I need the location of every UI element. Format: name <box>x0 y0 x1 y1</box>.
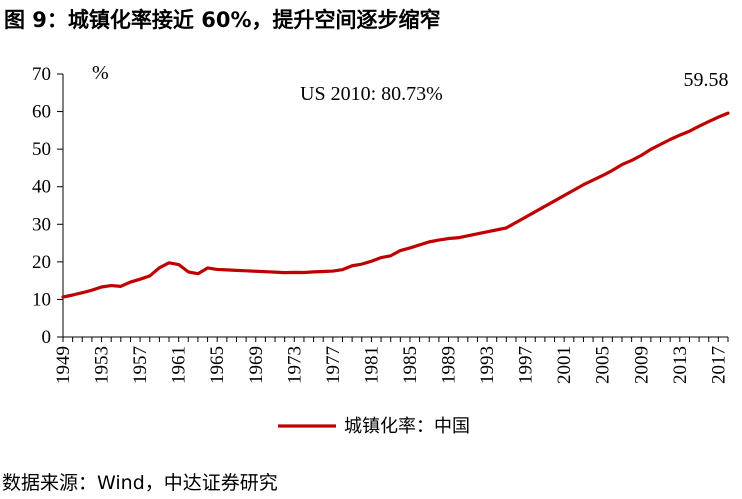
x-tick-label: 1989 <box>439 346 460 384</box>
x-tick-label: 1953 <box>92 346 113 384</box>
y-tick-label: 30 <box>32 214 51 235</box>
x-axis: 1949 1953 1957 1961 1965 1969 1973 1977 1981 1985… <box>53 336 729 384</box>
x-tick-label: 2005 <box>593 346 614 384</box>
legend-label: 城镇化率：中国 <box>344 416 470 437</box>
x-tick-label: 2009 <box>631 346 652 384</box>
x-tick-label: 2017 <box>708 346 729 384</box>
legend: 城镇化率：中国 <box>278 416 470 437</box>
y-tick-label: 70 <box>32 64 51 85</box>
annotation-last-value: 59.58 <box>684 69 729 91</box>
x-tick-label: 1961 <box>169 346 190 384</box>
y-tick-label: 40 <box>32 177 51 198</box>
series-layer <box>61 111 730 299</box>
figure-title: 图 9：城镇化率接近 60%，提升空间逐步缩窄 <box>4 8 441 32</box>
x-tick-label: 1957 <box>130 346 151 384</box>
x-tick-label: 1981 <box>361 346 382 384</box>
y-tick-label: 20 <box>32 252 51 273</box>
source-note: 数据来源：Wind，中达证券研究 <box>2 472 278 494</box>
y-tick-label: 60 <box>32 102 51 123</box>
y-tick-label: 0 <box>42 327 52 348</box>
series-line-0 <box>61 111 730 299</box>
y-axis: 0 10 20 30 40 50 60 70 <box>32 64 64 348</box>
x-tick-label: 1965 <box>207 346 228 384</box>
x-tick-label: 1993 <box>477 346 498 384</box>
x-tick-label: 1985 <box>400 346 421 384</box>
y-tick-label: 10 <box>32 289 51 310</box>
x-tick-label: 2013 <box>670 346 691 384</box>
y-tick-label: 50 <box>32 139 51 160</box>
x-tick-label: 1949 <box>53 346 74 384</box>
annotation-us-2010: US 2010: 80.73% <box>300 83 443 105</box>
y-axis-unit-label: % <box>92 62 109 84</box>
x-tick-label: 2001 <box>554 346 575 384</box>
x-tick-label: 1973 <box>284 346 305 384</box>
x-tick-label: 1977 <box>323 346 344 384</box>
x-tick-label: 1997 <box>516 346 537 384</box>
x-tick-label: 1969 <box>246 346 267 384</box>
